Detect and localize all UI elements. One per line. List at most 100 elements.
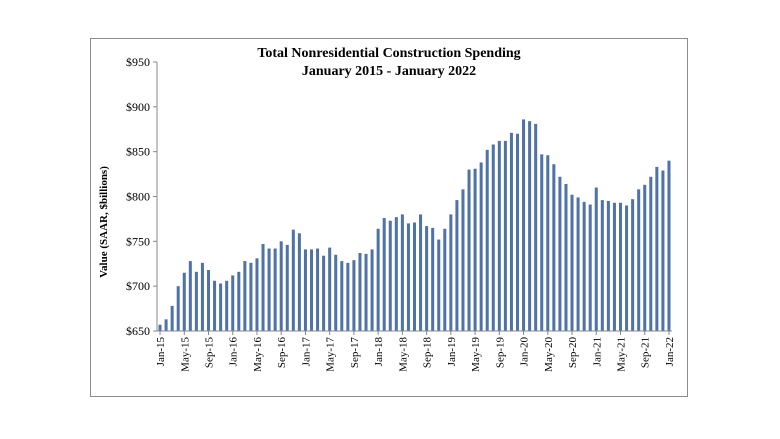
y-tick-label: $850 [126, 145, 150, 159]
bar-mar-20 [534, 123, 538, 332]
bar-apr-18 [394, 217, 398, 331]
x-tick-label: Sep-15 [204, 337, 216, 369]
bar-aug-21 [637, 189, 641, 331]
bar-aug-18 [419, 214, 423, 331]
x-tick-label: Jan-17 [300, 337, 312, 367]
bar-sep-19 [497, 140, 501, 331]
bar-aug-20 [564, 183, 568, 331]
bar-mar-18 [388, 220, 392, 331]
bar-jul-18 [412, 222, 417, 331]
bar-mar-16 [243, 261, 247, 331]
bar-nov-17 [364, 253, 368, 331]
y-tick-label: $750 [126, 234, 150, 248]
bar-oct-19 [503, 140, 507, 331]
bar-nov-20 [582, 201, 586, 331]
x-tick-label: Jan-16 [228, 337, 240, 367]
bar-jun-19 [479, 162, 483, 331]
bar-dec-18 [443, 228, 447, 331]
bar-mar-15 [170, 305, 174, 331]
bar-mar-17 [316, 248, 320, 331]
x-tick-label: Sep-21 [640, 337, 652, 368]
bar-aug-16 [273, 248, 277, 331]
bar-jun-15 [188, 261, 192, 331]
bar-may-15 [182, 272, 186, 331]
bar-sep-20 [570, 194, 574, 331]
bar-jun-17 [334, 254, 338, 331]
bar-jan-18 [376, 228, 380, 331]
bar-dec-17 [370, 249, 374, 331]
x-tick-label: Sep-17 [349, 337, 361, 369]
bar-nov-19 [509, 132, 513, 331]
bar-feb-17 [309, 249, 314, 331]
x-tick-label: Sep-20 [567, 337, 579, 369]
bar-sep-15 [206, 270, 211, 331]
bar-jan-17 [303, 249, 307, 331]
x-tick-label: Sep-19 [494, 337, 506, 369]
bar-feb-16 [237, 271, 241, 331]
bar-mar-19 [461, 189, 465, 331]
bar-jul-17 [340, 261, 344, 331]
bar-sep-17 [352, 260, 356, 331]
y-tick-label: $950 [126, 55, 150, 69]
bar-aug-17 [346, 262, 350, 331]
x-tick-label: Jan-15 [155, 337, 167, 367]
x-tick-label: May-18 [397, 337, 409, 372]
bar-jan-22 [667, 160, 671, 331]
bar-feb-15 [164, 319, 168, 331]
bar-jun-20 [552, 164, 556, 331]
bar-apr-16 [249, 262, 253, 331]
bar-sep-16 [279, 241, 283, 331]
x-tick-label: Sep-18 [422, 337, 434, 369]
x-tick-label: May-20 [543, 337, 555, 372]
bar-jul-19 [485, 149, 489, 331]
bar-apr-20 [540, 154, 544, 331]
bar-aug-19 [491, 144, 495, 331]
bar-dec-16 [297, 233, 301, 331]
x-tick-label: Jan-22 [664, 337, 676, 366]
bar-dec-19 [515, 133, 520, 331]
bar-feb-18 [382, 218, 386, 331]
x-tick-label: May-17 [325, 337, 337, 372]
bar-feb-21 [600, 200, 604, 331]
bar-may-20 [546, 155, 550, 331]
chart-frame: Total Nonresidential Construction Spendi… [90, 38, 688, 397]
bar-may-17 [328, 247, 332, 331]
y-tick-label: $650 [126, 324, 150, 338]
bar-may-21 [618, 202, 623, 331]
bar-apr-19 [467, 169, 471, 331]
x-axis: Jan-15 May-15 Sep-15 Jan-16 May-16 Sep-16 Jan-… [155, 331, 676, 372]
y-axis: $650 $700 $750 $800 $850 $900 $950 [126, 55, 157, 338]
bar-jul-15 [194, 271, 198, 331]
bar-oct-16 [285, 244, 289, 331]
bars-group [158, 119, 671, 332]
bar-jul-21 [631, 199, 635, 331]
x-tick-label: May-19 [470, 337, 482, 372]
bar-jan-21 [594, 187, 598, 331]
bar-jun-18 [406, 223, 410, 331]
bar-oct-21 [649, 176, 653, 331]
bar-jul-16 [267, 248, 271, 331]
bar-nov-16 [291, 229, 295, 331]
chart-canvas: Total Nonresidential Construction Spendi… [98, 46, 676, 372]
bar-nov-21 [655, 166, 659, 331]
bar-nov-18 [437, 239, 441, 331]
x-tick-label: Sep-16 [276, 337, 288, 369]
bar-may-19 [473, 168, 477, 331]
bar-jan-20 [522, 119, 526, 331]
x-tick-label: Jan-21 [591, 337, 603, 366]
x-tick-label: Jan-18 [373, 337, 385, 367]
bar-may-16 [255, 258, 259, 331]
bar-oct-15 [213, 280, 217, 331]
bar-jan-16 [231, 275, 235, 331]
bar-nov-15 [219, 283, 223, 331]
bar-jan-15 [158, 324, 162, 331]
bar-apr-15 [176, 286, 180, 331]
y-tick-label: $700 [126, 279, 150, 293]
x-tick-label: May-15 [179, 337, 191, 372]
y-axis-label: Value (SAAR, $billions) [98, 166, 110, 278]
bar-feb-20 [528, 121, 532, 332]
chart-title: Total Nonresidential Construction Spendi… [257, 46, 520, 61]
bar-dec-20 [588, 204, 592, 331]
bar-may-18 [400, 214, 404, 331]
bar-oct-20 [576, 197, 580, 331]
